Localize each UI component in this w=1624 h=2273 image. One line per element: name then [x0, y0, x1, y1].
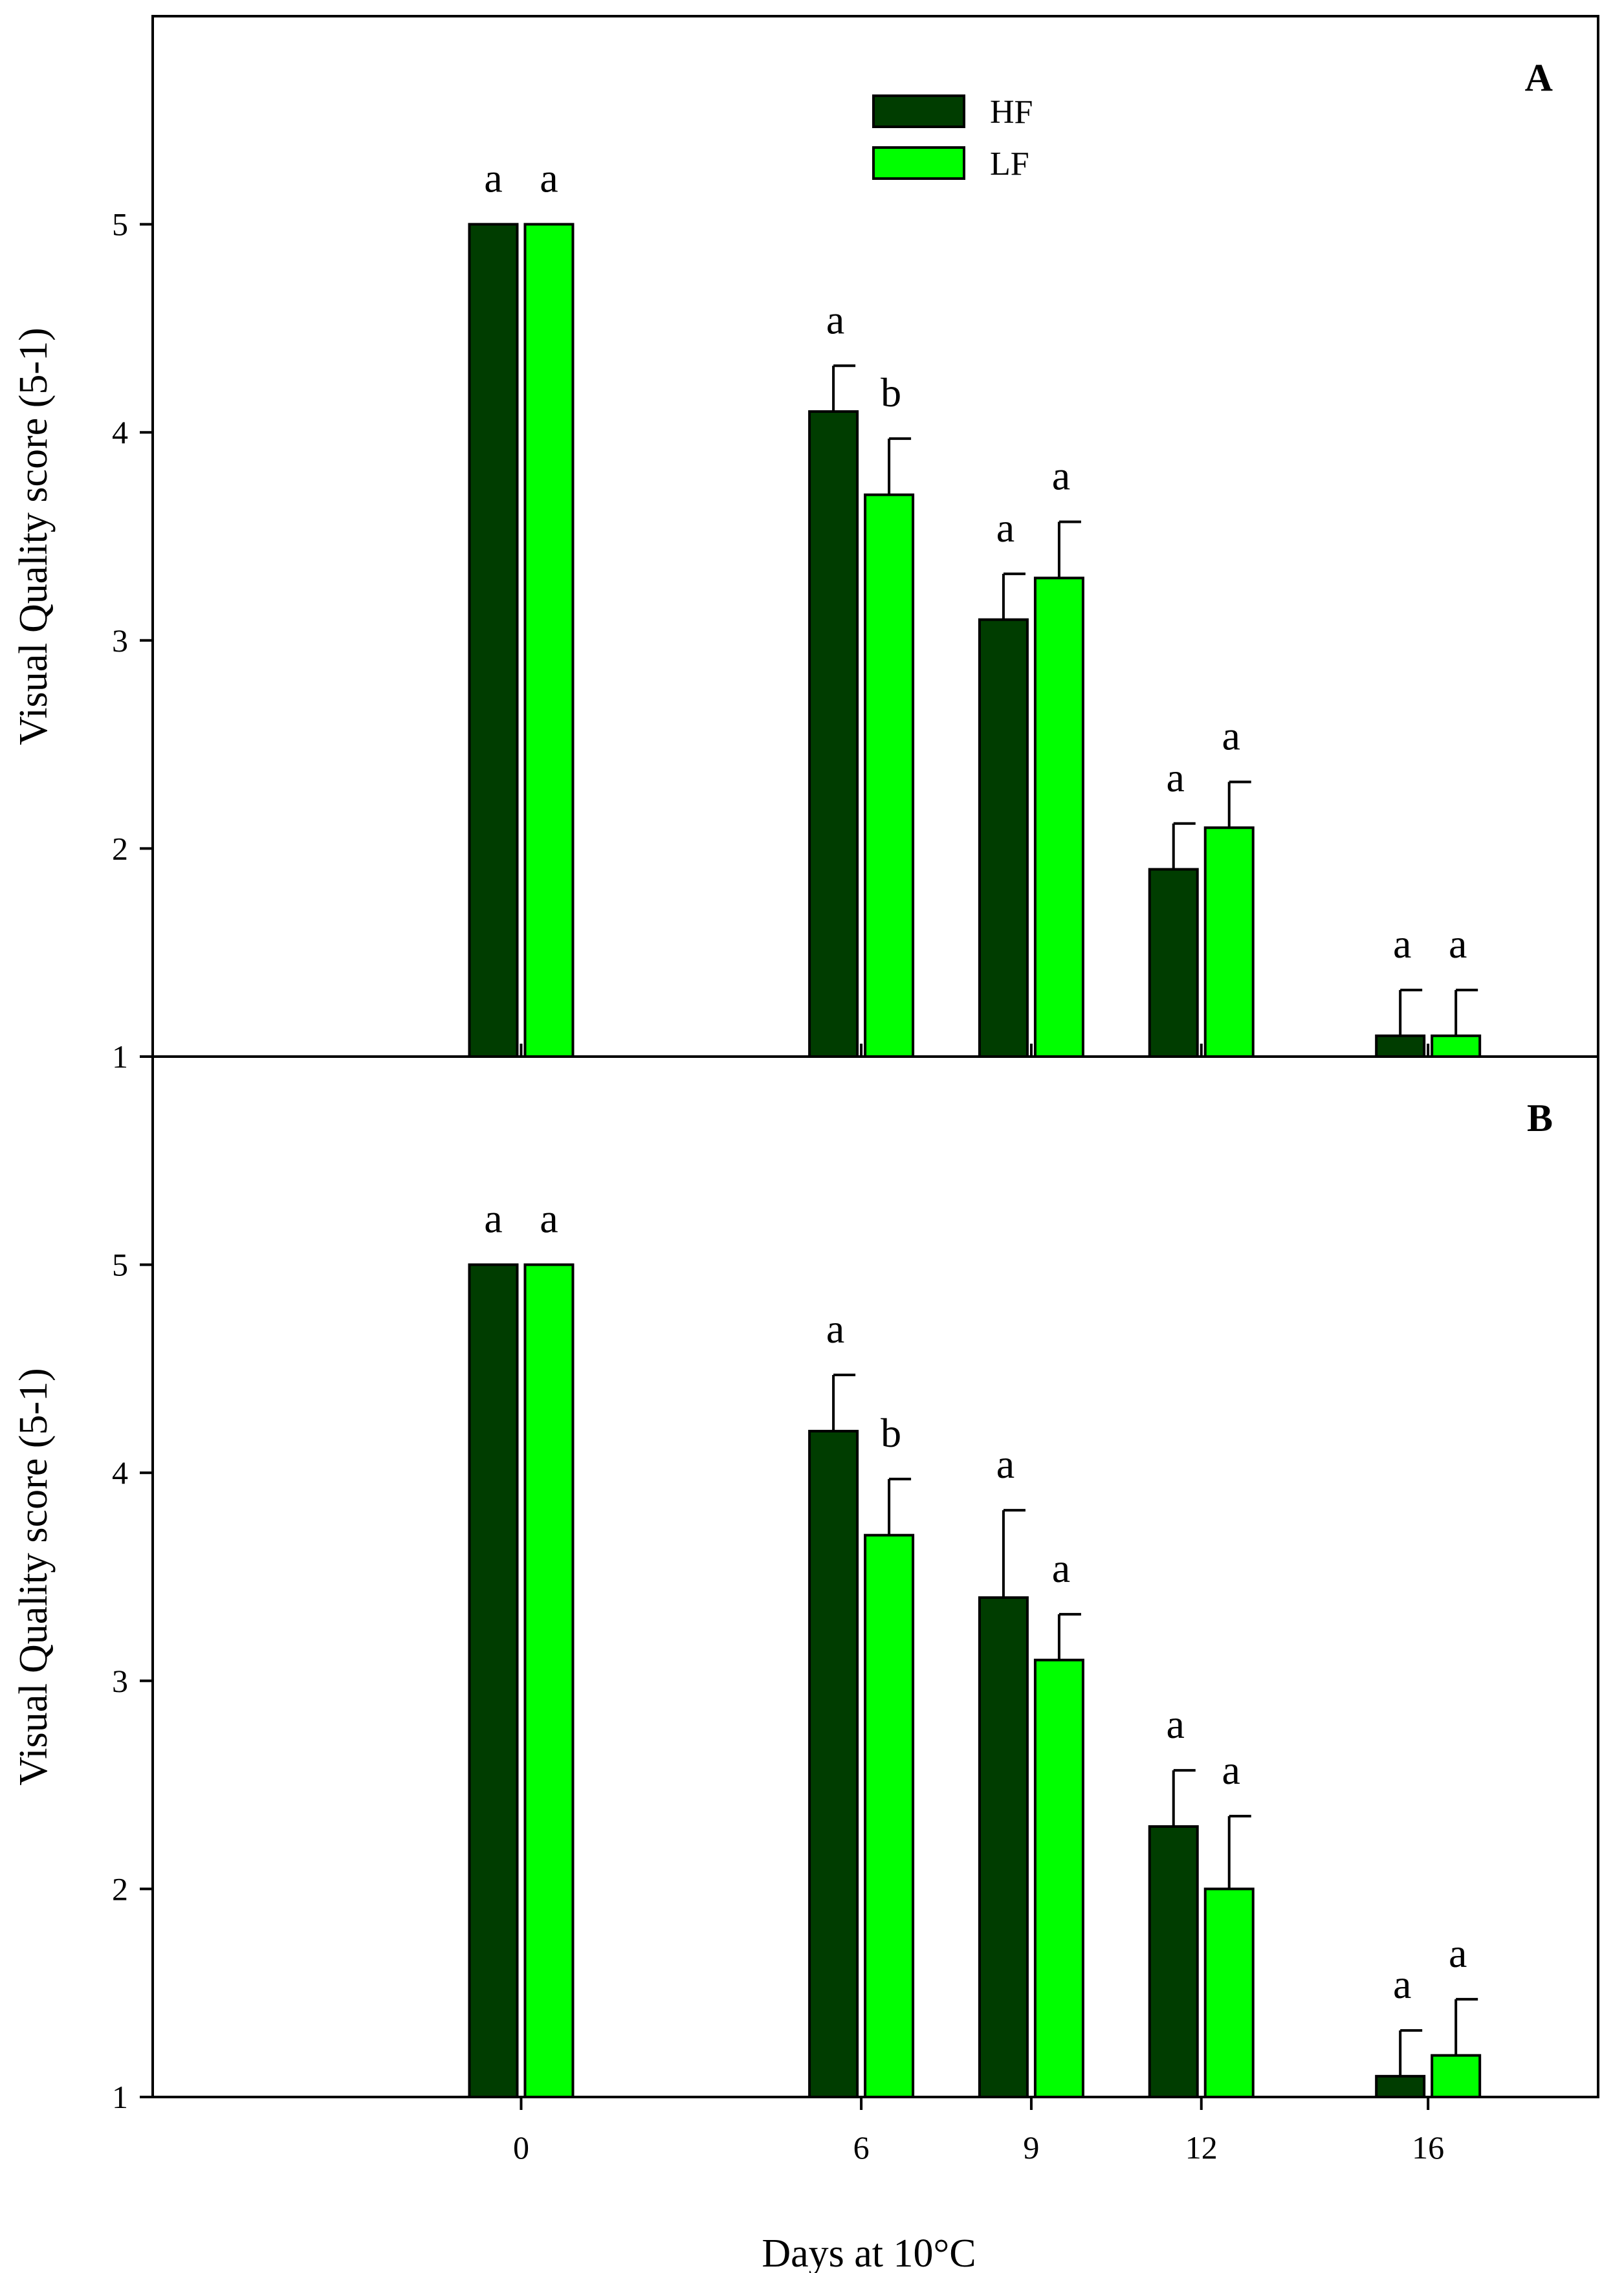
panel-a-bar-lf-6	[864, 493, 915, 1058]
legend-swatch-lf	[872, 146, 965, 180]
panel-b-y-tick-label: 5	[112, 1247, 128, 1283]
panel-a-y-tick-label: 1	[112, 1038, 128, 1075]
panel-a-y-tick-label: 5	[112, 206, 128, 243]
panel-b-x-tick-label: 16	[1412, 2129, 1444, 2166]
panel-a-bar-lf-12	[1203, 826, 1255, 1058]
panel-a-significance-letter: a	[996, 505, 1015, 551]
panel-b-y-tick-label: 3	[112, 1663, 128, 1699]
panel-a-bar-lf-16	[1431, 1034, 1482, 1058]
panel-a-significance-letter: a	[1052, 452, 1070, 498]
panel-a-significance-letter: a	[1393, 921, 1411, 967]
panel-b-significance-letter: b	[881, 1410, 901, 1456]
panel-a-bar-hf-6	[808, 410, 859, 1058]
panel-b-significance-letter: a	[996, 1441, 1015, 1487]
panel-b-bar-hf-9	[978, 1596, 1029, 2098]
panel-b-significance-letter: a	[1167, 1701, 1185, 1747]
panel-a-significance-letter: b	[881, 369, 901, 415]
panel-a-significance-letter: a	[1167, 754, 1185, 800]
panel-a-significance-letter: a	[484, 155, 502, 201]
panel-b-x-tick-label: 9	[1023, 2129, 1039, 2166]
panel-b-significance-letter: a	[1449, 1930, 1467, 1976]
panel-b-significance-letter: a	[1393, 1961, 1411, 2007]
x-axis-title: Days at 10°C	[762, 2232, 976, 2273]
legend-label-hf: HF	[990, 94, 1033, 131]
panel-a-y-axis-title: Visual Quality score (5-1)	[12, 327, 56, 745]
panel-b-bar-lf-6	[864, 1533, 915, 2098]
legend-swatch-hf	[872, 94, 965, 128]
panel-b-bar-hf-12	[1148, 1825, 1199, 2098]
panel-b-bar-lf-12	[1203, 1887, 1255, 2098]
panel-b-significance-letter: a	[826, 1306, 844, 1352]
panel-b-bar-lf-16	[1431, 2054, 1482, 2098]
legend-label-lf: LF	[990, 146, 1029, 182]
panel-a-label: A	[1525, 56, 1553, 99]
panel-a-significance-letter: a	[826, 296, 844, 342]
panel-a-y-tick-label: 3	[112, 622, 128, 659]
panel-a-y-tick-label: 4	[112, 414, 128, 450]
panel-b-bar-hf-6	[808, 1429, 859, 2098]
panel-b-x-tick-label: 12	[1185, 2129, 1218, 2166]
panel-b-bar-hf-16	[1375, 2074, 1426, 2099]
panel-b-significance-letter: a	[1052, 1545, 1070, 1591]
panel-a-y-tick-label: 2	[112, 830, 128, 866]
panel-a-bar-lf-9	[1033, 576, 1084, 1058]
panel-a-bar-hf-12	[1148, 868, 1199, 1059]
panel-b-y-axis-title: Visual Quality score (5-1)	[12, 1368, 56, 1785]
panel-a-significance-letter: a	[1449, 921, 1467, 967]
panel-a-significance-letter: a	[1222, 712, 1240, 758]
panel-a-significance-letter: a	[540, 155, 558, 201]
panel-b-significance-letter: a	[1222, 1747, 1240, 1793]
panel-a-bar-lf-0	[523, 223, 575, 1059]
panel-b-bar-lf-0	[523, 1263, 575, 2098]
panel-a-bar-hf-9	[978, 618, 1029, 1058]
panel-b-bar-hf-0	[468, 1263, 519, 2098]
panel-b-x-tick-label: 0	[513, 2129, 529, 2166]
panel-b-y-tick-label: 1	[112, 2079, 128, 2115]
panel-b-y-tick-label: 2	[112, 1871, 128, 1907]
panel-b-label: B	[1527, 1097, 1553, 1139]
panel-b-y-tick-label: 4	[112, 1455, 128, 1491]
panel-b-x-tick-label: 6	[853, 2129, 870, 2166]
panel-b-significance-letter: a	[540, 1196, 558, 1242]
panel-a-bar-hf-0	[468, 223, 519, 1059]
panel-b-bar-lf-9	[1033, 1658, 1084, 2098]
panel-a-bar-hf-16	[1375, 1034, 1426, 1058]
panel-b-significance-letter: a	[484, 1196, 502, 1242]
